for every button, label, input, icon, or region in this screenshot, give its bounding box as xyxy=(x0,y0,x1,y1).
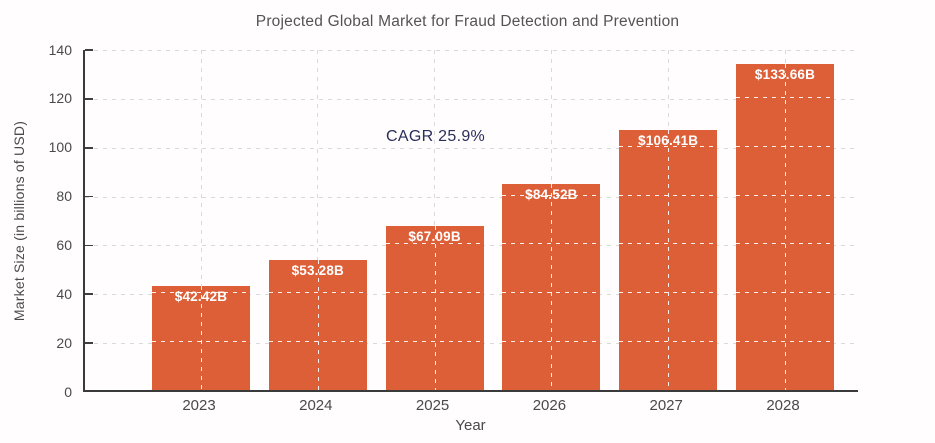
bar-cross-gridline-20 xyxy=(502,341,601,343)
h-gridline-80 xyxy=(85,196,858,198)
y-tick-mark-140 xyxy=(85,49,93,51)
y-tick-label-120: 120 xyxy=(48,90,72,107)
bar-cross-gridline-60 xyxy=(502,243,601,245)
y-tick-mark-20 xyxy=(85,342,93,344)
bar-2025: $67.09B xyxy=(385,226,484,390)
x-tick-label-2028: 2028 xyxy=(766,397,800,414)
y-tick-mark-60 xyxy=(85,244,93,247)
bar-value-label-2026: $84.52B xyxy=(525,186,578,202)
y-tick-label-60: 60 xyxy=(56,236,72,253)
bar-cross-gridline-40 xyxy=(502,292,601,294)
h-gridline-120 xyxy=(85,98,858,100)
x-axis-label: Year xyxy=(455,417,486,434)
bar-center-gridline xyxy=(785,63,786,390)
bar-cross-gridline-80 xyxy=(619,194,718,196)
bar-value-label-2024: $53.28B xyxy=(291,262,345,278)
bar-cross-gridline-40 xyxy=(385,292,484,294)
v-gridline-2024 xyxy=(317,50,319,390)
bar-2023: $42.42B xyxy=(152,286,250,390)
chart-title: Projected Global Market for Fraud Detect… xyxy=(255,13,680,30)
y-tick-label-80: 80 xyxy=(56,188,72,205)
bar-cross-gridline-20 xyxy=(736,341,834,343)
bar-cross-gridline-20 xyxy=(268,341,367,343)
bar-center-gridline xyxy=(201,286,202,390)
bar-cross-gridline-40 xyxy=(268,292,367,294)
y-tick-mark-120 xyxy=(85,98,93,100)
bar-cross-gridline-20 xyxy=(152,341,250,343)
y-tick-label-20: 20 xyxy=(56,334,72,351)
bar-value-label-2028: $133.66B xyxy=(754,66,816,82)
bar-cross-gridline-60 xyxy=(619,243,718,245)
bar-cross-gridline-60 xyxy=(736,243,834,245)
bar-center-gridline xyxy=(551,183,553,390)
bar-value-label-2025: $67.09B xyxy=(408,229,461,245)
y-tick-mark-40 xyxy=(85,293,93,296)
bar-cross-gridline-120 xyxy=(736,96,834,98)
h-gridline-140 xyxy=(85,50,858,51)
bar-value-label-2027: $106.41B xyxy=(638,133,699,149)
bar-cross-gridline-40 xyxy=(619,292,718,294)
bar-cross-gridline-80 xyxy=(736,194,834,196)
y-tick-mark-100 xyxy=(85,146,93,149)
y-tick-label-40: 40 xyxy=(56,285,72,302)
bar-cross-gridline-100 xyxy=(736,145,834,147)
bar-cross-gridline-20 xyxy=(619,341,718,343)
v-gridline-2025 xyxy=(434,50,436,390)
bar-cross-gridline-60 xyxy=(385,243,484,245)
bar-cross-gridline-80 xyxy=(502,194,601,196)
bar-2027: $106.41B xyxy=(619,130,718,390)
x-tick-label-2023: 2023 xyxy=(182,397,216,414)
bar-cross-gridline-40 xyxy=(152,292,250,294)
plot-area: $42.42B $53.28B $67.09B $84.52B $106.41B $133… xyxy=(83,49,858,392)
y-tick-mark-80 xyxy=(85,195,93,198)
bar-cross-gridline-40 xyxy=(736,292,834,294)
bar-value-label-2023: $42.42B xyxy=(174,289,228,305)
x-tick-label-2027: 2027 xyxy=(649,397,683,414)
bar-2028: $133.66B xyxy=(736,63,834,390)
y-tick-label-0: 0 xyxy=(64,383,72,400)
x-tick-label-2024: 2024 xyxy=(299,397,333,414)
v-gridline-2023 xyxy=(200,50,202,390)
bar-center-gridline xyxy=(668,130,670,390)
x-tick-label-2026: 2026 xyxy=(532,397,567,414)
bar-2024: $53.28B xyxy=(268,259,367,390)
bar-center-gridline xyxy=(434,226,436,390)
h-gridline-100 xyxy=(85,147,858,149)
bar-2026: $84.52B xyxy=(502,183,601,390)
cagr-annotation: CAGR 25.9% xyxy=(386,128,486,145)
y-tick-label-100: 100 xyxy=(48,139,72,156)
x-tick-label-2025: 2025 xyxy=(415,397,450,414)
bar-center-gridline xyxy=(317,259,319,390)
bar-cross-gridline-20 xyxy=(385,341,484,343)
bar-cross-gridline-100 xyxy=(619,145,718,147)
y-tick-label-140: 140 xyxy=(48,41,72,58)
